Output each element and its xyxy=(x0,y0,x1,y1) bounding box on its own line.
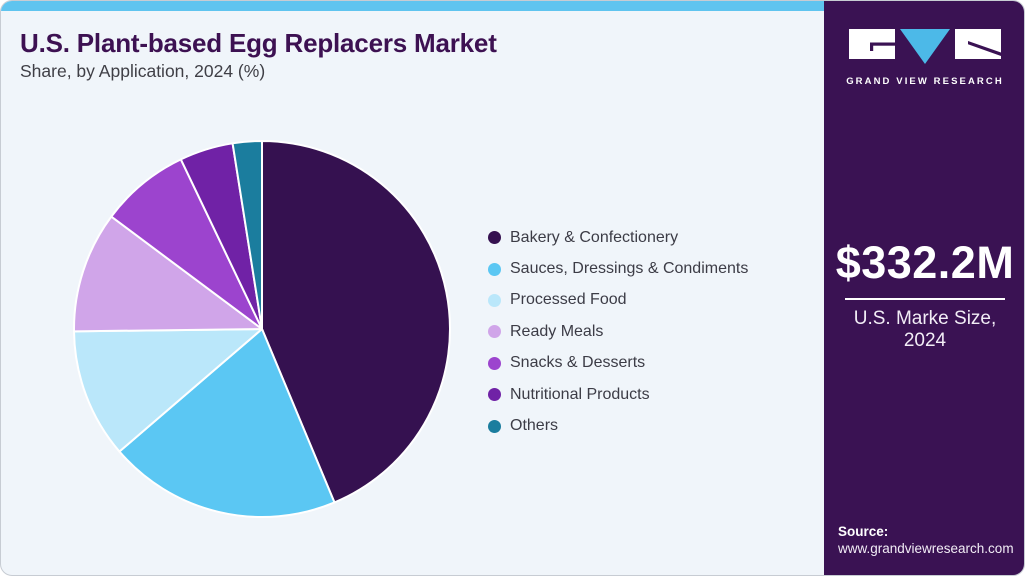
legend-item: Snacks & Desserts xyxy=(488,348,748,379)
legend-item: Ready Meals xyxy=(488,316,748,347)
market-size-value: $332.2M xyxy=(835,237,1015,288)
legend-item: Others xyxy=(488,410,748,441)
pie-slice-7 xyxy=(231,139,263,330)
sidebar: GRAND VIEW RESEARCH $332.2M U.S. Marke S… xyxy=(824,1,1024,575)
market-size-divider xyxy=(845,298,1005,300)
legend-item: Bakery & Confectionery xyxy=(488,222,748,253)
gvr-logo-icon xyxy=(849,29,1001,64)
legend-label: Nutritional Products xyxy=(510,385,650,403)
pie-slice-4 xyxy=(73,215,263,333)
legend-swatch-icon xyxy=(488,356,501,370)
pie-slice-2 xyxy=(118,328,336,518)
legend-label: Sauces, Dressings & Condiments xyxy=(510,260,749,278)
legend-label: Ready Meals xyxy=(510,322,604,340)
legend-swatch-icon xyxy=(488,325,501,339)
pie-slice-3 xyxy=(73,328,263,453)
legend-label: Snacks & Desserts xyxy=(510,354,646,372)
legend-swatch-icon xyxy=(488,231,501,245)
source-label: Source: xyxy=(838,524,889,539)
pie-chart xyxy=(73,139,451,518)
legend: Bakery & Confectionery Sauces, Dressings … xyxy=(488,222,748,442)
legend-label: Processed Food xyxy=(510,291,627,309)
source-block: Source: www.grandviewresearch.com xyxy=(838,524,1014,556)
market-size-label-line2: 2024 xyxy=(903,330,947,351)
legend-item: Nutritional Products xyxy=(488,379,748,410)
chart-area: U.S. Plant-based Egg Replacers Market Sh… xyxy=(1,11,824,575)
market-size-label-line1: U.S. Marke Size, xyxy=(853,308,997,329)
brand-wordmark: GRAND VIEW RESEARCH xyxy=(846,76,1004,87)
legend-swatch-icon xyxy=(488,419,501,433)
legend-label: Bakery & Confectionery xyxy=(510,228,679,246)
top-accent-bar xyxy=(1,1,824,11)
source-url: www.grandviewresearch.com xyxy=(838,541,1014,556)
legend-label: Others xyxy=(510,417,559,435)
brand-logo-block: GRAND VIEW RESEARCH xyxy=(824,29,1024,87)
page-subtitle: Share, by Application, 2024 (%) xyxy=(20,61,266,81)
legend-swatch-icon xyxy=(488,388,501,402)
pie-slice-1 xyxy=(261,140,451,504)
legend-item: Processed Food xyxy=(488,285,748,316)
market-size-block: $332.2M U.S. Marke Size, 2024 xyxy=(824,237,1024,352)
page-title: U.S. Plant-based Egg Replacers Market xyxy=(20,28,497,58)
legend-item: Sauces, Dressings & Condiments xyxy=(488,253,748,284)
legend-swatch-icon xyxy=(488,293,501,307)
legend-swatch-icon xyxy=(488,262,501,276)
